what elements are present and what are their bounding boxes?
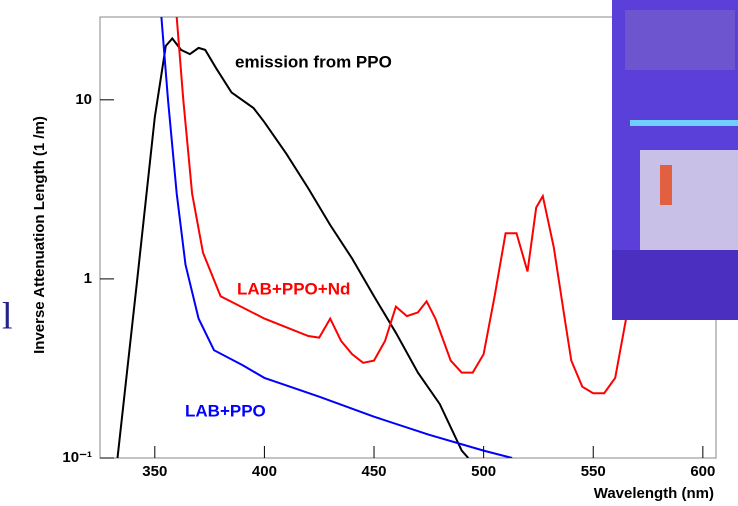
series-label: LAB+PPO+Nd (237, 279, 350, 298)
x-tick-label: 350 (142, 463, 167, 480)
y-tick-label: 1 (84, 270, 92, 287)
x-tick-label: 400 (252, 463, 277, 480)
y-tick-label: 10 (75, 91, 92, 108)
x-tick-label: 550 (581, 463, 606, 480)
x-axis-title: Wavelength (nm) (594, 485, 714, 502)
y-axis-title: Inverse Attenuation Length (1 /m) (31, 116, 48, 354)
series-line (175, 17, 628, 395)
x-tick-label: 450 (362, 463, 387, 480)
series-line (116, 36, 470, 458)
photo (612, 0, 738, 320)
x-tick-label: 500 (471, 463, 496, 480)
side-text: l (2, 296, 13, 338)
series-label: LAB+PPO (185, 401, 266, 420)
series-label: emission from PPO (235, 52, 392, 71)
series-line (160, 17, 513, 458)
y-tick-label: 10⁻¹ (62, 449, 92, 466)
x-tick-label: 600 (690, 463, 715, 480)
